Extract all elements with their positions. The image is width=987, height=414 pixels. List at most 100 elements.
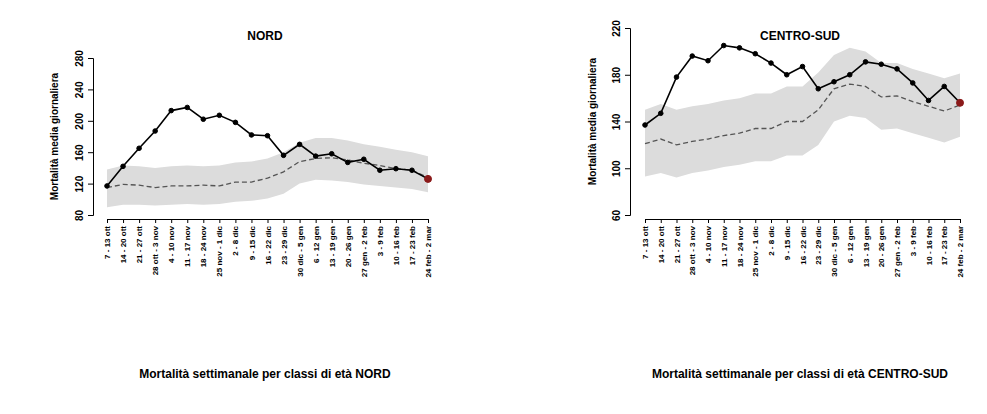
marker [753, 51, 758, 56]
y-axis: 80120160200240280 [74, 50, 94, 221]
y-tick-mark [88, 215, 93, 216]
x-tick: 23 - 29 dic [280, 219, 289, 265]
marker [313, 154, 318, 159]
x-tick-mark [677, 219, 678, 223]
y-axis: 60100140180220 [611, 20, 631, 221]
y-tick-mark [625, 168, 630, 169]
marker [297, 142, 302, 147]
x-tick-label: 13 - 19 gen [862, 226, 871, 267]
marker [879, 62, 884, 67]
x-tick-label: 20 - 26 gen [877, 226, 886, 267]
marker [706, 58, 711, 63]
x-tick-mark [284, 219, 285, 223]
x-tick-label: 3 - 9 feb [909, 226, 918, 256]
x-tick-label: 23 - 29 dic [280, 225, 289, 264]
y-tick-mark [88, 121, 93, 122]
x-tick-mark [300, 219, 301, 223]
marker [153, 129, 158, 134]
x-tick-label: 14 - 20 ott [119, 226, 128, 264]
x-tick-label: 20 - 26 gen [344, 226, 353, 267]
x-tick-mark [332, 219, 333, 223]
x-tick-mark [787, 219, 788, 223]
x-tick: 3 - 9 feb [909, 219, 918, 256]
x-tick-mark [913, 219, 914, 223]
marker [137, 146, 142, 151]
marker [410, 168, 415, 173]
x-tick-mark [645, 219, 646, 223]
x-tick-label: 9 - 15 dic [248, 225, 257, 260]
x-tick-label: 17 - 23 feb [408, 226, 417, 265]
y-tick: 240 [74, 81, 93, 98]
x-tick: 11 - 17 nov [720, 219, 729, 267]
x-tick-mark [171, 219, 172, 223]
x-tick-mark [771, 219, 772, 223]
x-tick-mark [834, 219, 835, 223]
x-tick-mark [235, 219, 236, 223]
x-tick-label: 10 - 16 feb [392, 226, 401, 265]
x-tick-mark [692, 219, 693, 223]
x-tick-mark [396, 219, 397, 223]
x-tick-mark [708, 219, 709, 223]
x-tick-label: 27 gen - 2 feb [893, 226, 902, 277]
y-tick-label: 60 [611, 210, 622, 222]
x-tick: 16 - 22 dic [799, 219, 808, 265]
x-tick-mark [740, 219, 741, 223]
y-tick-mark [88, 152, 93, 153]
x-tick: 17 - 23 feb [940, 219, 949, 265]
x-axis: 7 - 13 ott14 - 20 ott21 - 27 ott28 ott -… [103, 219, 433, 278]
x-tick: 4 - 10 nov [167, 219, 176, 263]
x-tick: 23 - 29 dic [814, 219, 823, 265]
x-tick: 18 - 24 nov [199, 219, 208, 267]
x-tick-label: 6 - 12 gen [312, 226, 321, 263]
x-tick: 6 - 12 gen [846, 219, 855, 263]
marker [201, 117, 206, 122]
y-tick-mark [625, 122, 630, 123]
x-tick-label: 24 feb - 2 mar [956, 226, 965, 278]
confidence-band [107, 138, 428, 207]
observed-line [645, 46, 960, 125]
x-tick-mark [316, 219, 317, 223]
y-tick: 160 [74, 144, 93, 161]
marker [217, 113, 222, 118]
y-tick: 140 [611, 113, 630, 130]
x-tick: 21 - 27 ott [135, 219, 144, 263]
marker [769, 61, 774, 66]
x-tick-mark [850, 219, 851, 223]
x-tick: 10 - 16 feb [392, 219, 401, 265]
chart: 801201602002402807 - 13 ott14 - 20 ott21… [49, 29, 433, 381]
marker [265, 133, 270, 138]
title: NORD [247, 29, 283, 43]
x-tick: 10 - 16 feb [925, 219, 934, 265]
y-tick: 80 [74, 210, 93, 222]
marker [832, 79, 837, 84]
x-tick-label: 21 - 27 ott [135, 226, 144, 264]
x-tick: 18 - 24 nov [736, 219, 745, 267]
marker [643, 123, 648, 128]
marker [721, 43, 726, 48]
marker [690, 54, 695, 59]
x-tick-mark [929, 219, 930, 223]
x-tick-mark [155, 219, 156, 223]
marker [674, 75, 679, 80]
x-tick-mark [139, 219, 140, 223]
x-tick: 16 - 22 dic [264, 219, 273, 265]
x-tick: 7 - 13 ott [641, 219, 650, 259]
x-tick-mark [107, 219, 108, 223]
x-tick: 13 - 19 gen [328, 219, 337, 267]
x-tick: 27 gen - 2 feb [360, 219, 369, 277]
y-tick-label: 280 [74, 50, 85, 67]
x-tick-mark [428, 219, 429, 223]
x-tick-label: 3 - 9 feb [376, 226, 385, 256]
y-tick-label: 180 [611, 66, 622, 83]
x-tick-label: 2 - 8 dic [767, 225, 776, 255]
x-tick-label: 18 - 24 nov [199, 225, 208, 267]
x-tick: 11 - 17 nov [183, 219, 192, 267]
x-tick: 14 - 20 ott [119, 219, 128, 263]
marker [345, 160, 350, 165]
x-axis: 7 - 13 ott14 - 20 ott21 - 27 ott28 ott -… [641, 219, 965, 278]
x-tick-mark [251, 219, 252, 223]
y-tick-label: 100 [611, 160, 622, 177]
marker [784, 72, 789, 77]
x-tick: 25 nov - 1 dic [751, 219, 760, 277]
x-tick-mark [944, 219, 945, 223]
